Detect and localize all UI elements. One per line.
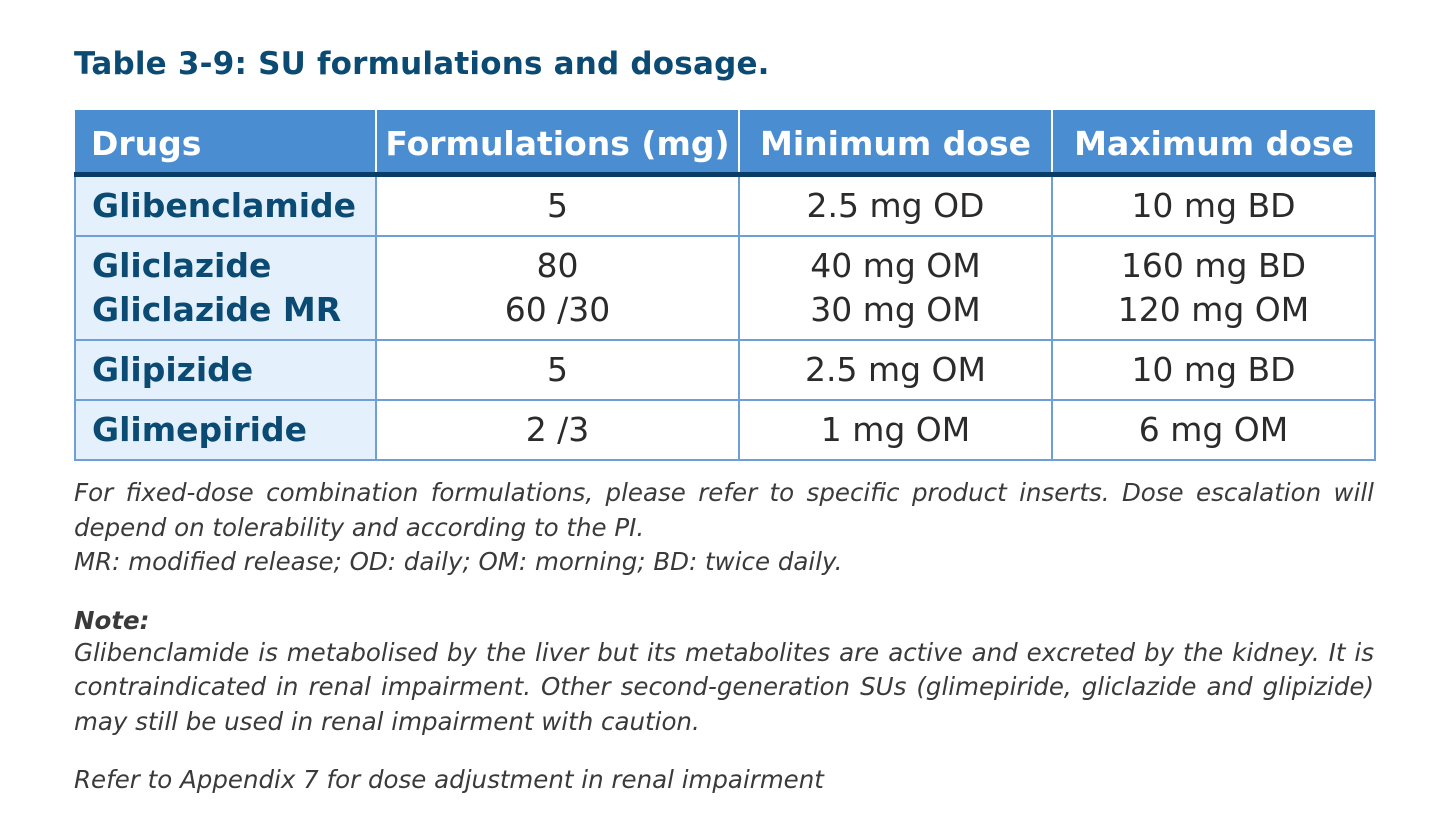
max-dose-value: 120 mg OM — [1117, 290, 1310, 329]
formulation-cell: 5 — [375, 339, 740, 401]
drug-name: Glimepiride — [92, 410, 307, 449]
table-row: Glibenclamide 5 2.5 mg OD 10 mg BD — [74, 173, 1376, 237]
table-row: Gliclazide Gliclazide MR 80 60 /30 40 mg… — [74, 235, 1376, 341]
min-dose-value: 1 mg OM — [820, 410, 971, 449]
min-dose-value: 40 mg OM — [810, 246, 981, 285]
footnote-abbreviations: MR: modified release; OD: daily; OM: mor… — [74, 547, 843, 576]
drug-cell: Glimepiride — [74, 399, 377, 461]
su-dosage-table: Drugs Formulations (mg) Minimum dose Max… — [74, 110, 1376, 461]
footnote-combination: For fixed-dose combination formulations,… — [74, 478, 1374, 542]
drug-cell: Glipizide — [74, 339, 377, 401]
appendix-reference: Refer to Appendix 7 for dose adjustment … — [74, 765, 824, 794]
formulation-value: 2 /3 — [525, 410, 590, 449]
drug-name: Glibenclamide — [92, 186, 357, 225]
header-maximum-dose: Maximum dose — [1051, 110, 1375, 177]
max-dose-cell: 10 mg BD — [1051, 339, 1376, 401]
max-dose-value: 10 mg BD — [1131, 186, 1296, 225]
drug-name: Gliclazide — [92, 246, 272, 285]
drug-cell: Gliclazide Gliclazide MR — [74, 235, 377, 341]
min-dose-cell: 2.5 mg OD — [738, 173, 1053, 237]
drug-name: Glipizide — [92, 350, 254, 389]
table-header-row: Drugs Formulations (mg) Minimum dose Max… — [75, 110, 1375, 177]
formulation-cell: 80 60 /30 — [375, 235, 740, 341]
table-notes: For fixed-dose combination formulations,… — [74, 476, 1374, 798]
min-dose-cell: 2.5 mg OM — [738, 339, 1053, 401]
formulation-value: 80 — [536, 246, 579, 285]
max-dose-value: 160 mg BD — [1120, 246, 1307, 285]
note-body: Glibenclamide is metabolised by the live… — [74, 637, 1374, 736]
table-row: Glimepiride 2 /3 1 mg OM 6 mg OM — [74, 399, 1376, 461]
formulation-value: 60 /30 — [504, 290, 611, 329]
note-heading: Note: — [74, 605, 150, 635]
max-dose-cell: 160 mg BD 120 mg OM — [1051, 235, 1376, 341]
header-drugs: Drugs — [75, 110, 376, 177]
min-dose-cell: 1 mg OM — [738, 399, 1053, 461]
header-minimum-dose: Minimum dose — [738, 110, 1052, 177]
table-title: Table 3-9: SU formulations and dosage. — [74, 46, 770, 82]
drug-name: Gliclazide MR — [92, 290, 342, 329]
max-dose-value: 6 mg OM — [1138, 410, 1289, 449]
formulation-value: 5 — [547, 186, 568, 225]
drug-cell: Glibenclamide — [74, 173, 377, 237]
table-row: Glipizide 5 2.5 mg OM 10 mg BD — [74, 339, 1376, 401]
max-dose-value: 10 mg BD — [1131, 350, 1296, 389]
formulation-cell: 2 /3 — [375, 399, 740, 461]
formulation-value: 5 — [547, 350, 568, 389]
min-dose-value: 2.5 mg OM — [804, 350, 986, 389]
header-formulations: Formulations (mg) — [375, 110, 739, 177]
min-dose-value: 30 mg OM — [810, 290, 981, 329]
max-dose-cell: 6 mg OM — [1051, 399, 1376, 461]
min-dose-cell: 40 mg OM 30 mg OM — [738, 235, 1053, 341]
min-dose-value: 2.5 mg OD — [806, 186, 985, 225]
formulation-cell: 5 — [375, 173, 740, 237]
max-dose-cell: 10 mg BD — [1051, 173, 1376, 237]
